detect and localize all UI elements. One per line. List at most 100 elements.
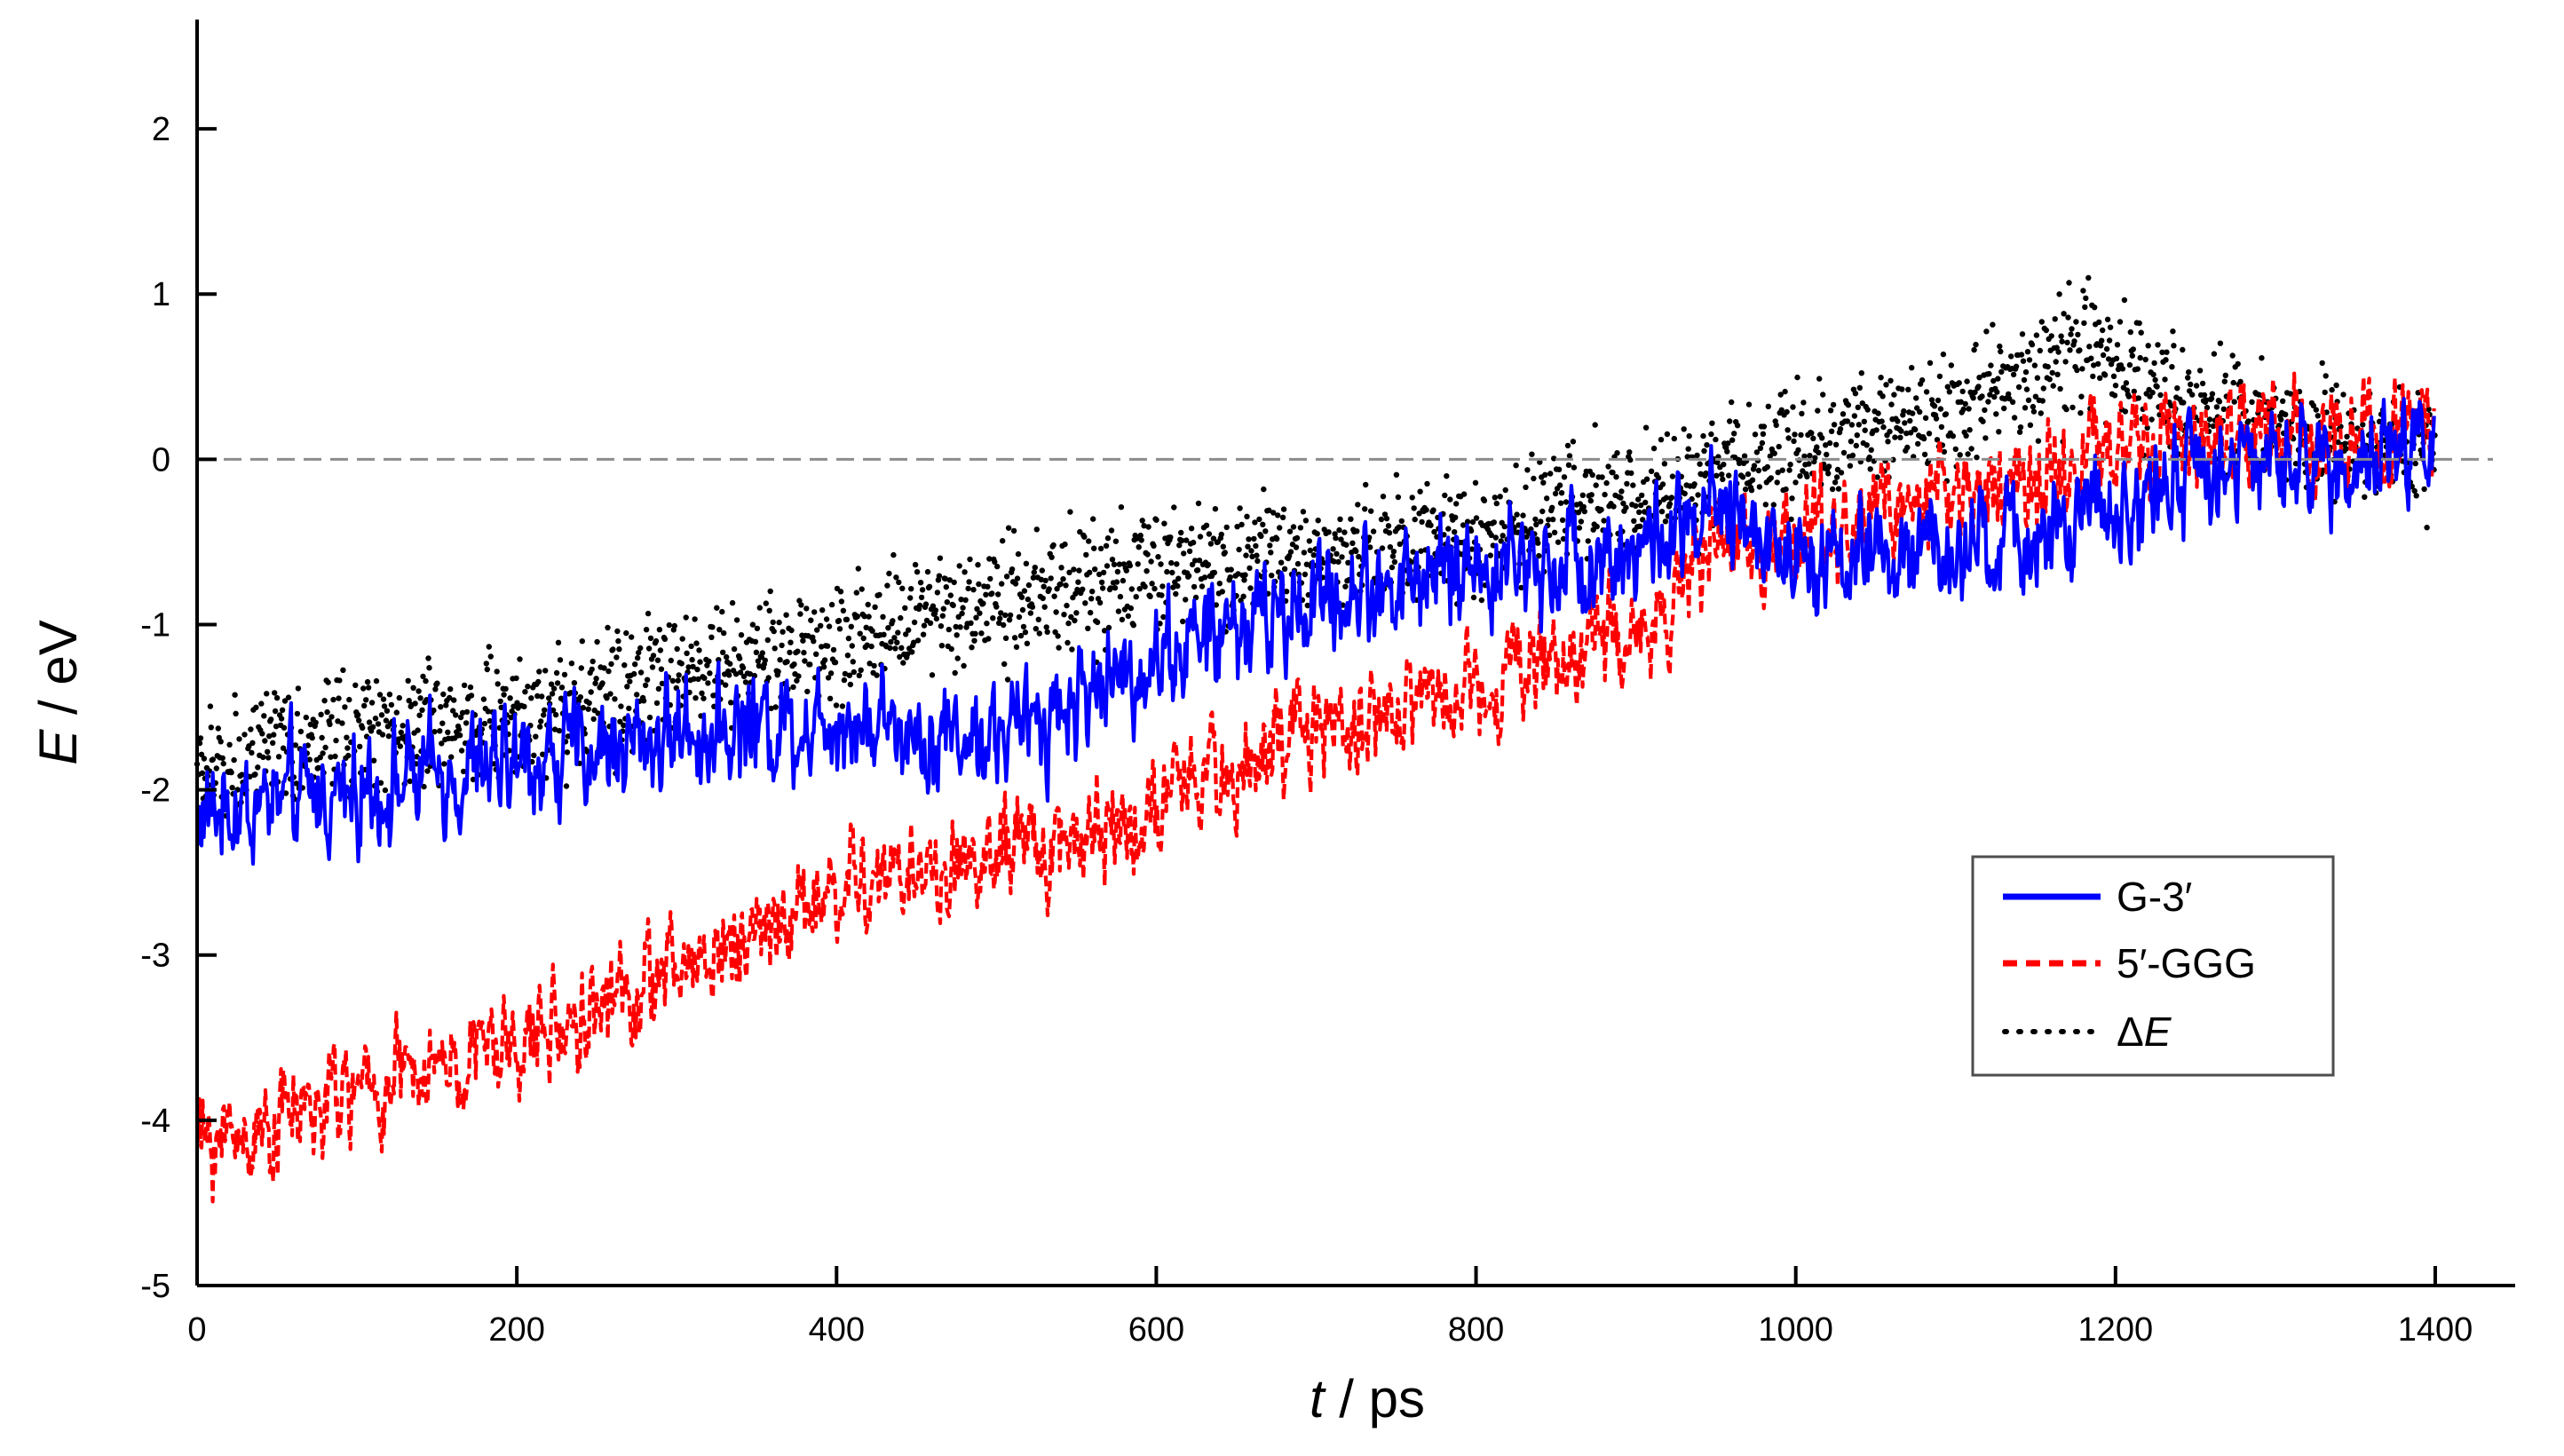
data-point <box>950 602 956 609</box>
data-point <box>273 724 280 730</box>
data-point <box>966 579 972 585</box>
data-point <box>1160 613 1167 621</box>
data-point <box>1174 561 1180 567</box>
data-point <box>431 729 438 735</box>
data-point <box>210 756 216 763</box>
data-point <box>360 724 366 732</box>
data-point <box>1979 393 1985 400</box>
data-point <box>2008 353 2014 360</box>
data-point <box>1635 496 1642 502</box>
data-point <box>1814 444 1820 450</box>
data-point <box>2245 418 2251 424</box>
data-point <box>1819 435 1825 441</box>
data-point <box>1581 508 1588 515</box>
data-point <box>588 689 594 695</box>
data-point <box>1570 439 1577 445</box>
data-point <box>318 711 324 717</box>
data-point <box>1880 423 1887 431</box>
data-point <box>1180 618 1186 625</box>
data-point <box>1409 495 1415 501</box>
data-point <box>2319 360 2325 367</box>
data-point <box>1179 537 1185 544</box>
data-point <box>456 732 463 739</box>
data-point <box>2056 291 2062 297</box>
data-point <box>1917 408 1923 415</box>
data-point <box>2162 376 2168 383</box>
data-point <box>249 749 255 756</box>
data-point <box>1424 480 1430 487</box>
data-point <box>613 654 620 661</box>
data-point <box>1974 455 1980 461</box>
data-point <box>415 688 422 694</box>
data-point <box>1659 481 1666 487</box>
data-point <box>1009 566 1016 573</box>
data-point <box>993 604 1000 610</box>
data-point <box>1175 582 1181 590</box>
data-point <box>640 698 647 704</box>
data-point <box>775 669 781 675</box>
data-point <box>618 703 624 709</box>
data-point <box>866 613 872 620</box>
data-point <box>1391 558 1398 566</box>
data-point <box>2100 352 2107 359</box>
data-point <box>2022 405 2029 411</box>
data-point <box>684 650 690 656</box>
data-point <box>1306 538 1313 544</box>
data-point <box>1514 511 1520 518</box>
data-point <box>1658 437 1665 443</box>
data-point <box>319 734 325 741</box>
data-point <box>1428 522 1434 528</box>
data-point <box>1948 362 1954 368</box>
legend-label-delta-e: ΔE <box>2117 1009 2172 1055</box>
data-point <box>1713 436 1719 443</box>
data-point <box>2278 416 2284 423</box>
data-point <box>1782 388 1788 395</box>
data-point <box>1060 576 1066 582</box>
data-point <box>908 649 915 655</box>
data-point <box>208 724 214 731</box>
data-point <box>1205 561 1212 568</box>
data-point <box>749 621 756 628</box>
data-point <box>787 639 794 645</box>
data-point <box>1481 497 1488 503</box>
data-point <box>1170 584 1176 590</box>
data-point <box>1119 616 1126 623</box>
data-point <box>571 680 578 686</box>
data-point <box>1610 503 1617 510</box>
data-point <box>716 627 723 633</box>
data-point <box>1452 529 1458 535</box>
data-point <box>649 664 656 670</box>
data-point <box>1090 516 1096 522</box>
data-point <box>1891 392 1897 398</box>
data-point <box>1797 473 1803 479</box>
data-point <box>1058 565 1064 571</box>
data-point <box>1416 510 1422 517</box>
data-point <box>1249 553 1255 560</box>
data-point <box>1307 547 1314 554</box>
data-point <box>709 624 716 630</box>
data-point <box>1540 479 1547 486</box>
data-point <box>1243 552 1249 558</box>
data-point <box>1778 407 1785 413</box>
data-point <box>1524 467 1531 473</box>
data-point <box>1040 595 1046 602</box>
data-point <box>954 632 960 638</box>
data-point <box>2066 280 2072 286</box>
data-point <box>2343 446 2349 452</box>
data-point <box>556 727 563 734</box>
data-point <box>441 761 447 767</box>
data-point <box>2222 372 2228 378</box>
data-point <box>1302 518 1310 524</box>
data-point <box>912 561 919 568</box>
data-point <box>695 676 701 683</box>
data-point <box>1773 422 1779 429</box>
data-point <box>911 619 918 626</box>
data-point <box>315 764 321 771</box>
data-point <box>2121 297 2128 304</box>
data-point <box>1472 479 1479 486</box>
data-point <box>1178 529 1184 536</box>
data-point <box>1094 619 1101 626</box>
data-point <box>2034 375 2041 381</box>
data-point <box>768 705 774 712</box>
y-tick-label: 1 <box>152 276 170 313</box>
